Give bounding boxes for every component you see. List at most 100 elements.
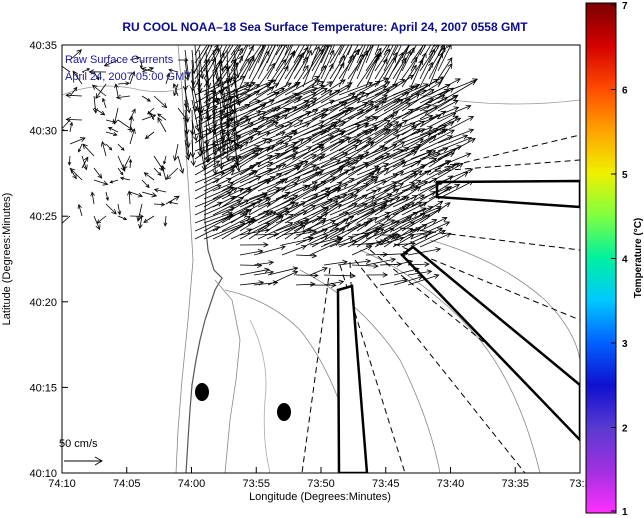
current-vector-head [91,84,98,90]
current-vector [191,119,197,141]
current-vector-head [295,97,301,103]
current-vector [226,59,231,83]
current-vector [266,45,273,56]
current-vector [311,90,333,104]
current-vector [392,93,420,112]
current-vector-head [79,137,86,143]
current-vector [338,45,353,72]
current-vector-head [462,171,469,177]
current-vector [311,183,348,200]
current-vector-head [430,190,436,196]
current-vector-head [227,211,233,217]
current-vector [392,58,407,80]
current-vector-head [338,279,345,285]
current-vector [383,45,397,72]
current-vector-head [125,81,130,86]
current-vector [68,155,71,165]
current-vector [302,146,325,160]
current-vector-head [291,141,298,147]
current-vector-head [282,143,289,148]
current-vector [212,49,220,82]
current-vector [266,106,297,120]
current-vector [137,203,143,222]
current-vector [164,215,167,226]
current-vector [275,155,296,168]
current-vector [239,122,279,144]
current-vector [392,84,420,96]
current-vector [212,129,235,144]
current-vector-head [379,145,385,151]
current-vector-head [346,82,353,88]
current-vector-head [190,160,196,167]
current-vector-head [122,164,128,171]
current-vector [149,112,155,121]
current-vector-head [168,68,173,73]
x-tick-label: 73:45 [372,478,400,490]
current-vector [347,49,359,72]
current-vector [383,161,407,176]
current-vector [356,45,370,72]
current-vector-head [259,104,266,110]
current-vector [437,80,476,104]
current-vector-head [250,218,257,224]
current-vector [66,118,83,121]
current-vector [129,115,133,133]
current-vector [257,179,286,192]
current-vector [337,260,371,266]
current-vector [212,163,240,176]
current-vector [257,131,286,144]
current-vector [401,206,442,224]
current-vector [302,50,312,72]
current-vector-head [143,218,149,223]
current-vector-head [96,219,102,224]
current-vector [347,179,378,200]
current-vector [293,218,326,240]
current-vector [275,194,298,208]
x-tick-label: 74:00 [178,478,206,490]
current-vector [275,119,304,136]
current-vector-head [184,75,190,81]
current-vector [248,45,262,64]
current-vector-head [246,228,253,234]
current-vector [212,140,234,152]
current-vector [302,45,312,64]
current-vector [248,139,272,152]
current-vector [129,128,135,145]
current-vector [105,143,112,151]
current-vector-head [95,93,101,100]
current-vector [311,228,345,248]
current-vector-head [392,111,399,117]
current-vector [320,110,348,128]
current-vector [323,237,343,246]
current-vector [410,219,437,232]
current-vector-head [326,90,333,96]
current-vector-head [425,103,432,109]
current-vector [198,99,203,121]
current-vector [257,125,284,136]
current-vector-head [300,244,307,250]
current-vector [437,57,453,80]
current-vector-head [100,110,106,116]
current-vector [392,104,431,120]
current-vector [194,184,222,200]
current-vector-head [263,242,269,248]
current-vector [410,182,441,200]
current-vector [257,45,270,72]
current-vector [365,54,380,80]
current-vector [101,141,107,157]
current-vector-head [389,114,396,120]
current-vector-head [411,126,418,132]
current-vector-head [97,173,103,179]
current-vector [275,129,297,144]
current-vector [374,159,405,176]
current-vector [374,141,405,160]
current-vector-head [257,249,264,255]
current-vector-head [258,45,264,48]
current-vector-head [160,164,166,171]
current-vector-head [345,157,352,162]
current-vector [219,119,225,147]
current-vector [105,203,117,215]
current-vector-head [235,166,241,172]
current-vector-head [411,64,417,71]
current-vector-head [236,100,242,107]
